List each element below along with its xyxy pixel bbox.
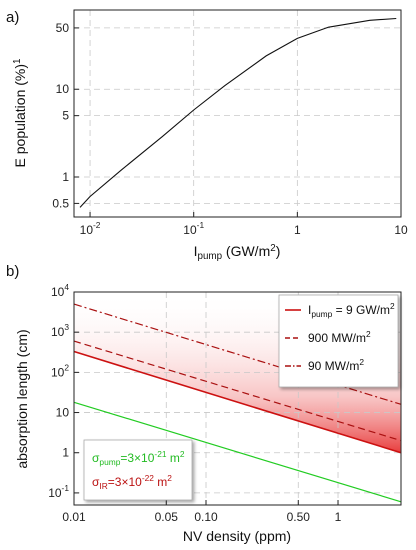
panel-b-y-tick-label: 104 <box>51 282 69 299</box>
series-9-gw <box>73 350 402 454</box>
panel-a-grid <box>74 10 402 217</box>
panel-b-y-tick-label: 103 <box>51 322 69 339</box>
panel-a-label: a) <box>6 9 19 26</box>
panel-a-y-tick-label: 10 <box>56 82 70 96</box>
panel-b-y-tick-label: 1 <box>62 446 69 460</box>
series-900-mw <box>73 340 402 442</box>
panel-b-label: b) <box>6 263 19 280</box>
panel-b-y-tick-label: 102 <box>51 362 69 379</box>
panel-b-x-tick-label: 0.01 <box>62 510 86 524</box>
cross-section-annotation: σIR=3×10-22 m2 <box>92 473 172 491</box>
cross-section-annotation: σpump=3×10-21 m2 <box>92 449 185 467</box>
panel-a-x-ticks: 10-2 10-1 1 10 <box>80 212 408 237</box>
legend-entry: 900 MW/m2 <box>308 329 371 345</box>
panel-a-frame <box>73 9 402 218</box>
series-90-mw <box>73 303 402 405</box>
panel-a: a) 10-2 10-1 1 10 0.5 1 5 10 50 Ipump (GW/m2) E… <box>6 9 408 262</box>
panel-b-annotation-box: σpump=3×10-21 m2 σIR=3×10-22 m2 <box>83 439 193 501</box>
panel-b-y-ticks: 10-1 1 10 102 103 104 <box>48 282 79 500</box>
panel-a-x-tick-label: 1 <box>294 223 301 237</box>
panel-b-y-tick-label: 10-1 <box>48 483 69 500</box>
panel-b-y-axis-label: absorption length (cm) <box>14 329 30 468</box>
panel-a-y-tick-label: 0.5 <box>52 196 69 210</box>
panel-b-frame <box>73 291 402 506</box>
panel-a-x-tick-label: 10-2 <box>80 220 101 237</box>
panel-a-series <box>79 17 397 208</box>
panel-a-population-curve <box>79 17 397 208</box>
panel-a-x-tick-label: 10 <box>394 223 408 237</box>
legend-entry: 90 MW/m2 <box>308 357 364 373</box>
panel-a-y-ticks: 0.5 1 5 10 50 <box>52 21 79 210</box>
panel-b-x-tick-label: 0.10 <box>194 510 218 524</box>
panel-b-legend: Ipump = 9 GW/m2 900 MW/m2 90 MW/m2 <box>278 294 399 388</box>
panel-a-x-tick-label: 10-1 <box>183 220 204 237</box>
series-pump-cross-section <box>73 401 402 503</box>
panel-b-y-tick-label: 10 <box>56 406 70 420</box>
panel-b-x-axis-label: NV density (ppm) <box>183 528 291 544</box>
panel-b-series <box>73 303 402 503</box>
panel-a-x-axis-label: Ipump (GW/m2) <box>194 243 281 262</box>
legend-entry: Ipump = 9 GW/m2 <box>308 301 395 319</box>
panel-b: b) 0.01 0.05 0.10 0.50 1 10-1 1 10 102 103 104 NV… <box>6 263 402 544</box>
panel-a-y-tick-label: 50 <box>56 21 70 35</box>
panel-b-x-ticks: 0.01 0.05 0.10 0.50 1 <box>62 500 342 524</box>
panel-b-x-tick-label: 0.50 <box>287 510 311 524</box>
panel-a-y-axis-label: E population (%)1 <box>12 59 28 168</box>
panel-a-y-tick-label: 5 <box>62 109 69 123</box>
panel-b-x-tick-label: 0.05 <box>155 510 179 524</box>
panel-b-x-tick-label: 1 <box>335 510 342 524</box>
annotation-box <box>83 439 193 501</box>
panel-a-y-tick-label: 1 <box>62 170 69 184</box>
